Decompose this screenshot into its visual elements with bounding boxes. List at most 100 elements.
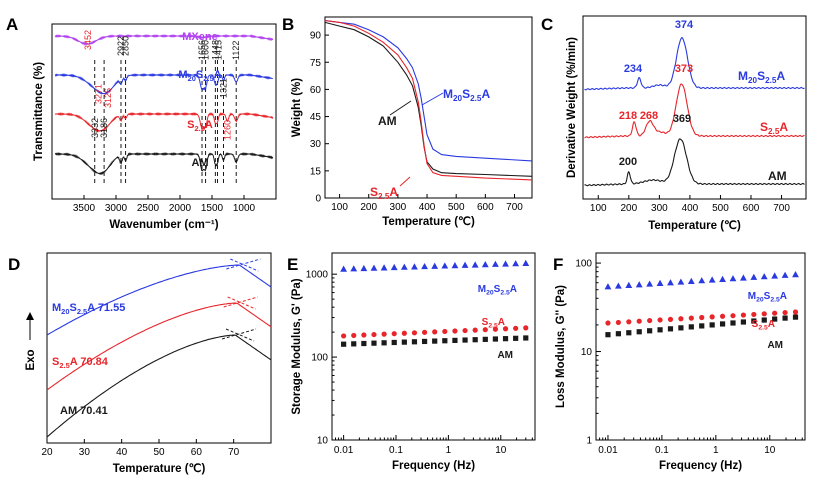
series-label: AM bbox=[378, 114, 397, 128]
series-label: AM bbox=[497, 350, 513, 361]
series-label: S2.5A 70.84 bbox=[52, 356, 109, 370]
data-point bbox=[699, 323, 705, 329]
data-point bbox=[432, 329, 438, 335]
y-tick-label: 10 bbox=[581, 347, 593, 358]
data-point bbox=[502, 260, 509, 267]
data-point bbox=[350, 265, 358, 272]
x-axis-label: Wavenumber (cm⁻¹) bbox=[109, 219, 218, 231]
data-point bbox=[792, 309, 799, 315]
data-point bbox=[615, 319, 621, 326]
series-line bbox=[584, 36, 805, 91]
data-point bbox=[381, 331, 387, 337]
x-tick-label: 100 bbox=[331, 202, 348, 213]
x-tick-label: 300 bbox=[390, 202, 407, 213]
data-point bbox=[351, 332, 357, 339]
data-point bbox=[625, 281, 633, 289]
data-point bbox=[730, 313, 736, 319]
x-tick-label: 500 bbox=[712, 203, 729, 214]
data-point bbox=[451, 262, 459, 269]
series-label: M20S2.5A bbox=[178, 69, 221, 83]
peak-label: 2922 bbox=[116, 36, 126, 56]
tangent-line bbox=[221, 328, 257, 340]
peak-label: 1415 bbox=[213, 40, 223, 60]
data-point bbox=[687, 277, 695, 284]
series-label: M20S2.5A bbox=[738, 69, 785, 85]
data-point bbox=[698, 277, 706, 284]
data-point bbox=[792, 314, 799, 320]
series-label: M20S2.5A bbox=[443, 87, 490, 103]
y-tick-label: 100 bbox=[311, 353, 328, 364]
data-point bbox=[709, 314, 715, 320]
series-label: M20S2.5A bbox=[748, 291, 787, 304]
data-point bbox=[614, 282, 622, 289]
data-point bbox=[719, 275, 726, 282]
data-point bbox=[341, 341, 347, 347]
x-tick-label: 200 bbox=[620, 203, 637, 214]
series-line-m20s25a bbox=[54, 73, 273, 95]
series-line bbox=[46, 334, 272, 438]
x-tick-label: 30 bbox=[79, 447, 91, 458]
data-point bbox=[431, 262, 439, 269]
data-point bbox=[452, 337, 458, 343]
data-point bbox=[461, 261, 469, 268]
x-tick-label: 1500 bbox=[201, 203, 224, 214]
peak-label: 1656 bbox=[197, 40, 207, 60]
data-point bbox=[761, 317, 767, 323]
data-point bbox=[615, 331, 621, 337]
tangent-line bbox=[230, 258, 259, 272]
data-point bbox=[360, 264, 368, 272]
data-point bbox=[523, 325, 529, 331]
data-point bbox=[678, 325, 684, 331]
tangent-line bbox=[223, 296, 258, 308]
y-axis-label: Storage Modulus, G' (Pa) bbox=[291, 278, 303, 414]
data-point bbox=[441, 262, 449, 269]
data-point bbox=[380, 264, 388, 271]
data-point bbox=[636, 329, 642, 335]
peak-label: 3271 bbox=[94, 84, 104, 104]
data-point bbox=[635, 281, 643, 288]
peak-label: 234 bbox=[624, 63, 643, 75]
data-point bbox=[626, 319, 632, 325]
panel-b: B 100 200 300 400 500 600 700 0 15 30 45 60 75 90 Tempe… bbox=[282, 15, 533, 228]
data-point bbox=[391, 339, 397, 346]
data-point bbox=[351, 341, 357, 347]
panel-c: C 100 200 300 400 500 600 700 Temperature (℃) Der… bbox=[541, 15, 807, 232]
data-point bbox=[708, 276, 716, 283]
peak-label: 369 bbox=[673, 113, 691, 125]
peak-label: 3332 bbox=[90, 118, 100, 138]
y-tick-label: 10 bbox=[317, 436, 329, 447]
tangent-line bbox=[227, 296, 256, 310]
data-point bbox=[729, 275, 737, 282]
data-point bbox=[512, 260, 520, 267]
data-point bbox=[761, 311, 767, 317]
data-point bbox=[472, 327, 478, 333]
panel-letter: C bbox=[541, 15, 553, 34]
x-tick-label: 10 bbox=[764, 445, 776, 456]
peak-label: 1321 bbox=[218, 78, 228, 98]
y-tick-label: 1 bbox=[586, 436, 592, 447]
x-tick-label: 100 bbox=[590, 203, 607, 214]
data-point bbox=[751, 318, 757, 324]
x-tick-label: 600 bbox=[743, 203, 760, 214]
data-point bbox=[492, 336, 499, 342]
data-point bbox=[699, 314, 705, 321]
y-axis-label: Transmittance (%) bbox=[33, 62, 45, 161]
y-tick-label: 60 bbox=[310, 85, 322, 96]
data-point bbox=[390, 263, 398, 271]
data-point bbox=[442, 328, 448, 335]
data-point bbox=[636, 318, 642, 324]
data-point bbox=[781, 271, 789, 278]
panel-d: D 20 30 40 50 60 70 Temperature (℃) Exo M20S2.5A … bbox=[8, 252, 272, 475]
x-tick-label: 50 bbox=[153, 447, 165, 458]
plot-frame bbox=[331, 252, 536, 441]
series-label: AM bbox=[191, 157, 208, 169]
data-point bbox=[740, 319, 747, 325]
panel-letter: D bbox=[8, 255, 20, 274]
x-tick-label: 40 bbox=[116, 447, 128, 458]
data-point bbox=[361, 332, 367, 338]
peak-label: 218 bbox=[619, 110, 637, 122]
data-point bbox=[719, 313, 726, 319]
data-point bbox=[657, 327, 663, 333]
tangent-line bbox=[226, 258, 261, 270]
series-line bbox=[584, 83, 805, 139]
